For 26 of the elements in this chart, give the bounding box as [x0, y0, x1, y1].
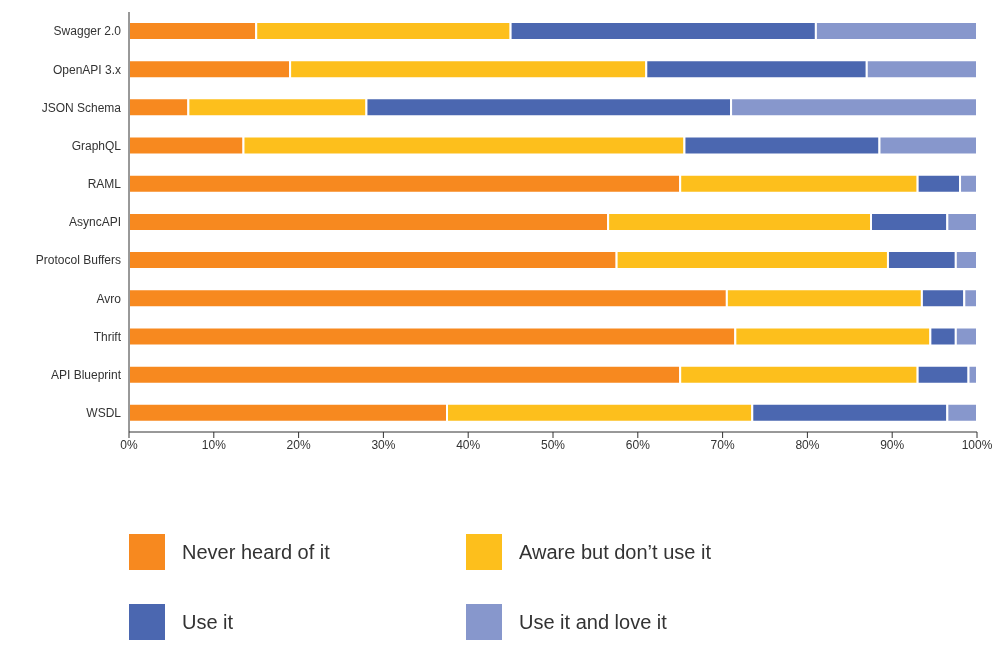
legend-label: Never heard of it — [182, 540, 330, 564]
legend-label: Aware but don’t use it — [519, 540, 711, 564]
x-tick-label: 50% — [540, 437, 566, 452]
y-tick-label: OpenAPI 3.x — [52, 62, 121, 77]
x-tick-label: 60% — [625, 437, 651, 452]
y-tick-label: GraphQL — [71, 138, 122, 153]
x-tick-label: 10% — [201, 437, 227, 452]
x-tick-label: 80% — [795, 437, 820, 452]
legend-label: Use it — [182, 610, 234, 634]
y-tick-label: API Blueprint — [50, 367, 122, 382]
x-tick-label: 100% — [961, 437, 993, 452]
y-tick-label: AsyncAPI — [68, 215, 121, 230]
x-tick-label: 20% — [286, 437, 311, 452]
y-tick-label: Thrift — [93, 329, 122, 344]
x-tick-label: 30% — [371, 437, 396, 452]
y-tick-label: Avro — [96, 291, 122, 306]
y-tick-label: WSDL — [86, 406, 122, 421]
y-tick-label: Swagger 2.0 — [53, 24, 122, 39]
y-tick-label: JSON Schema — [41, 100, 122, 115]
x-tick-label: 40% — [456, 437, 481, 452]
legend-label: Use it and love it — [519, 610, 667, 634]
y-tick-label: Protocol Buffers — [35, 253, 121, 268]
y-tick-label: RAML — [87, 177, 122, 192]
x-tick-label: 0% — [120, 437, 138, 452]
x-tick-label: 70% — [710, 437, 735, 452]
x-tick-label: 90% — [880, 437, 905, 452]
